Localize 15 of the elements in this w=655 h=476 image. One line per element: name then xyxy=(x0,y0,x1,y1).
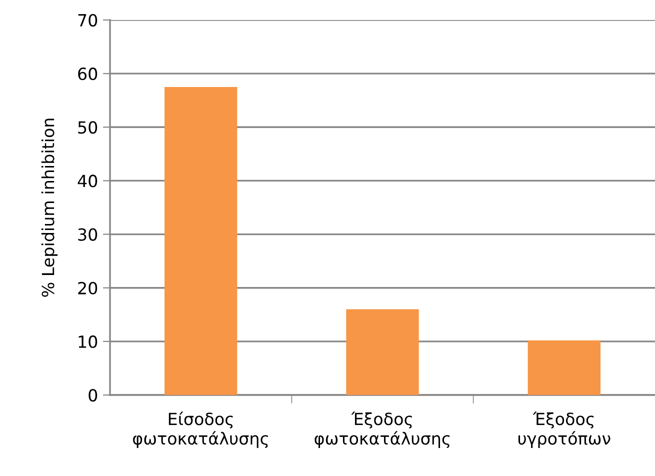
x-tick-label: Έξοδος υγροτόπων xyxy=(518,412,610,448)
y-tick-label: 10 xyxy=(78,335,98,348)
y-tick-label: 0 xyxy=(88,388,98,402)
y-axis-title: % Lepidium inhibition xyxy=(41,118,58,297)
x-tick-label: Έξοδος φωτοκατάλυσης xyxy=(314,412,450,448)
x-tick-label: Είσοδος φωτοκατάλυσης xyxy=(133,412,268,448)
y-tick-label: 50 xyxy=(78,121,98,134)
bar xyxy=(164,86,238,395)
y-tick-label: 30 xyxy=(78,228,98,241)
bar xyxy=(528,340,600,395)
bar xyxy=(346,309,419,395)
y-tick-label: 60 xyxy=(78,68,98,80)
y-tick-label: 70 xyxy=(78,14,98,27)
y-tick-label: 40 xyxy=(78,174,98,188)
y-tick-label: 20 xyxy=(78,282,98,294)
